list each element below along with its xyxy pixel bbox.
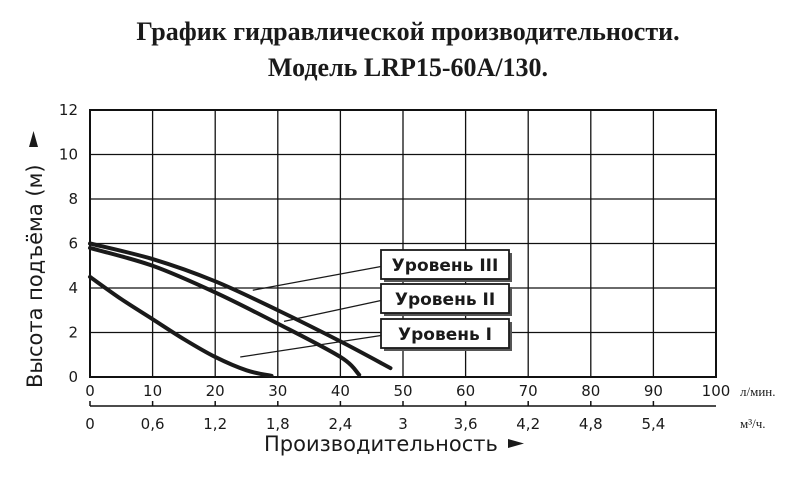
x2-tick-label: 1,2 [203, 415, 227, 433]
curve-level-1 [88, 274, 274, 378]
x-tick-label: 90 [644, 382, 663, 400]
leader-line-level-2 [283, 299, 382, 323]
x2-tick-label: 4,8 [579, 415, 603, 433]
legend-label-level-3: Уровень III [392, 256, 499, 276]
y-tick-label: 10 [59, 146, 78, 164]
x-tick-label: 0 [85, 382, 95, 400]
y-axis-label: Высота подъёма (м) [23, 164, 47, 388]
x2-tick-label: 0 [85, 415, 95, 433]
x2-tick-label: 3 [398, 415, 408, 433]
x-axis-label: Производительность [264, 432, 498, 456]
tick-labels: 0 2 4 6 8 10 12 0 10 20 30 40 50 60 70 80 90 100 0 0,6 1,2 1,… [59, 101, 730, 433]
y-tick-label: 0 [68, 368, 78, 386]
x-tick-label: 100 [702, 382, 731, 400]
x2-tick-label: 5,4 [641, 415, 665, 433]
legend: Уровень III Уровень II Уровень I [240, 249, 512, 358]
legend-label-level-1: Уровень I [398, 325, 492, 345]
legend-box-level-2 [380, 283, 510, 314]
leader-line-level-3 [252, 265, 382, 291]
x2-tick-label: 2,4 [328, 415, 352, 433]
curve-level-2 [88, 245, 362, 377]
x-tick-label: 50 [393, 382, 412, 400]
x-axis-arrow-icon [508, 439, 524, 448]
x-tick-label: 80 [581, 382, 600, 400]
x-tick-label: 70 [519, 382, 538, 400]
x2-tick-label: 4,2 [516, 415, 540, 433]
x2-axis-unit: м³/ч. [740, 416, 766, 431]
x-tick-label: 30 [268, 382, 287, 400]
pump-curves [88, 241, 393, 378]
x-axis-unit: л/мин. [740, 384, 776, 399]
x2-tick-label: 3,6 [454, 415, 478, 433]
y-axis-arrow-icon [29, 131, 38, 147]
y-tick-label: 8 [68, 190, 78, 208]
x-tick-label: 60 [456, 382, 475, 400]
chart-title-line2: Модель LRP15-60A/130. [268, 53, 548, 82]
leader-line-level-1 [240, 334, 382, 358]
chart-title-line1: График гидравлической производительности… [136, 17, 679, 46]
x-tick-label: 40 [331, 382, 350, 400]
x2-tick-label: 1,8 [266, 415, 290, 433]
y-tick-label: 4 [68, 279, 78, 297]
legend-label-level-2: Уровень II [395, 290, 495, 310]
x-tick-label: 20 [206, 382, 225, 400]
legend-box-level-3 [380, 249, 510, 280]
y-tick-label: 12 [59, 101, 78, 119]
x-tick-label: 10 [143, 382, 162, 400]
y-tick-label: 6 [68, 235, 78, 253]
legend-box-level-1 [380, 318, 510, 349]
y-tick-label: 2 [68, 324, 78, 342]
x2-tick-label: 0,6 [141, 415, 165, 433]
